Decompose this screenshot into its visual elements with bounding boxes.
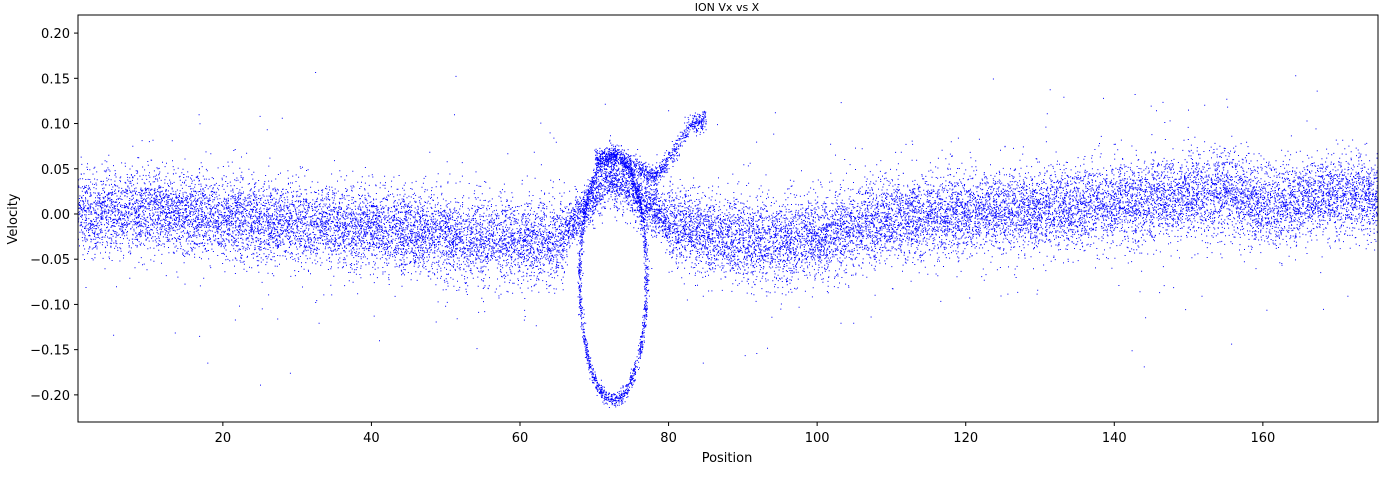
- y-tick-label: 0.10: [41, 118, 70, 133]
- y-tick-label: −0.20: [30, 389, 70, 404]
- x-tick-label: 140: [1102, 431, 1127, 446]
- x-axis: 20 40 60 80 100 120 140 160: [215, 422, 1275, 446]
- x-tick-label: 20: [215, 431, 232, 446]
- axes-frame: [77, 14, 1379, 423]
- plot-area: [77, 14, 1379, 423]
- y-tick-label: 0.05: [41, 163, 70, 178]
- chart-title: ION Vx vs X: [695, 1, 760, 14]
- y-tick-label: 0.20: [41, 27, 70, 42]
- y-tick-label: −0.15: [30, 344, 70, 359]
- y-axis-label: Velocity: [6, 193, 21, 244]
- y-tick-label: −0.10: [30, 298, 70, 313]
- y-tick-label: −0.05: [30, 253, 70, 268]
- x-tick-label: 100: [805, 431, 830, 446]
- x-tick-label: 160: [1250, 431, 1275, 446]
- x-axis-label: Position: [702, 451, 753, 466]
- x-tick-label: 80: [660, 431, 677, 446]
- y-tick-label: 0.15: [41, 72, 70, 87]
- x-tick-label: 60: [512, 431, 529, 446]
- x-tick-label: 40: [363, 431, 380, 446]
- scatter-point-cloud: [78, 72, 1378, 408]
- y-tick-label: 0.00: [41, 208, 70, 223]
- x-tick-label: 120: [953, 431, 978, 446]
- y-axis: −0.20 −0.15 −0.10 −0.05 0.00 0.05 0.10 0.15 0.20: [30, 27, 78, 404]
- scatter-points: [78, 72, 1378, 408]
